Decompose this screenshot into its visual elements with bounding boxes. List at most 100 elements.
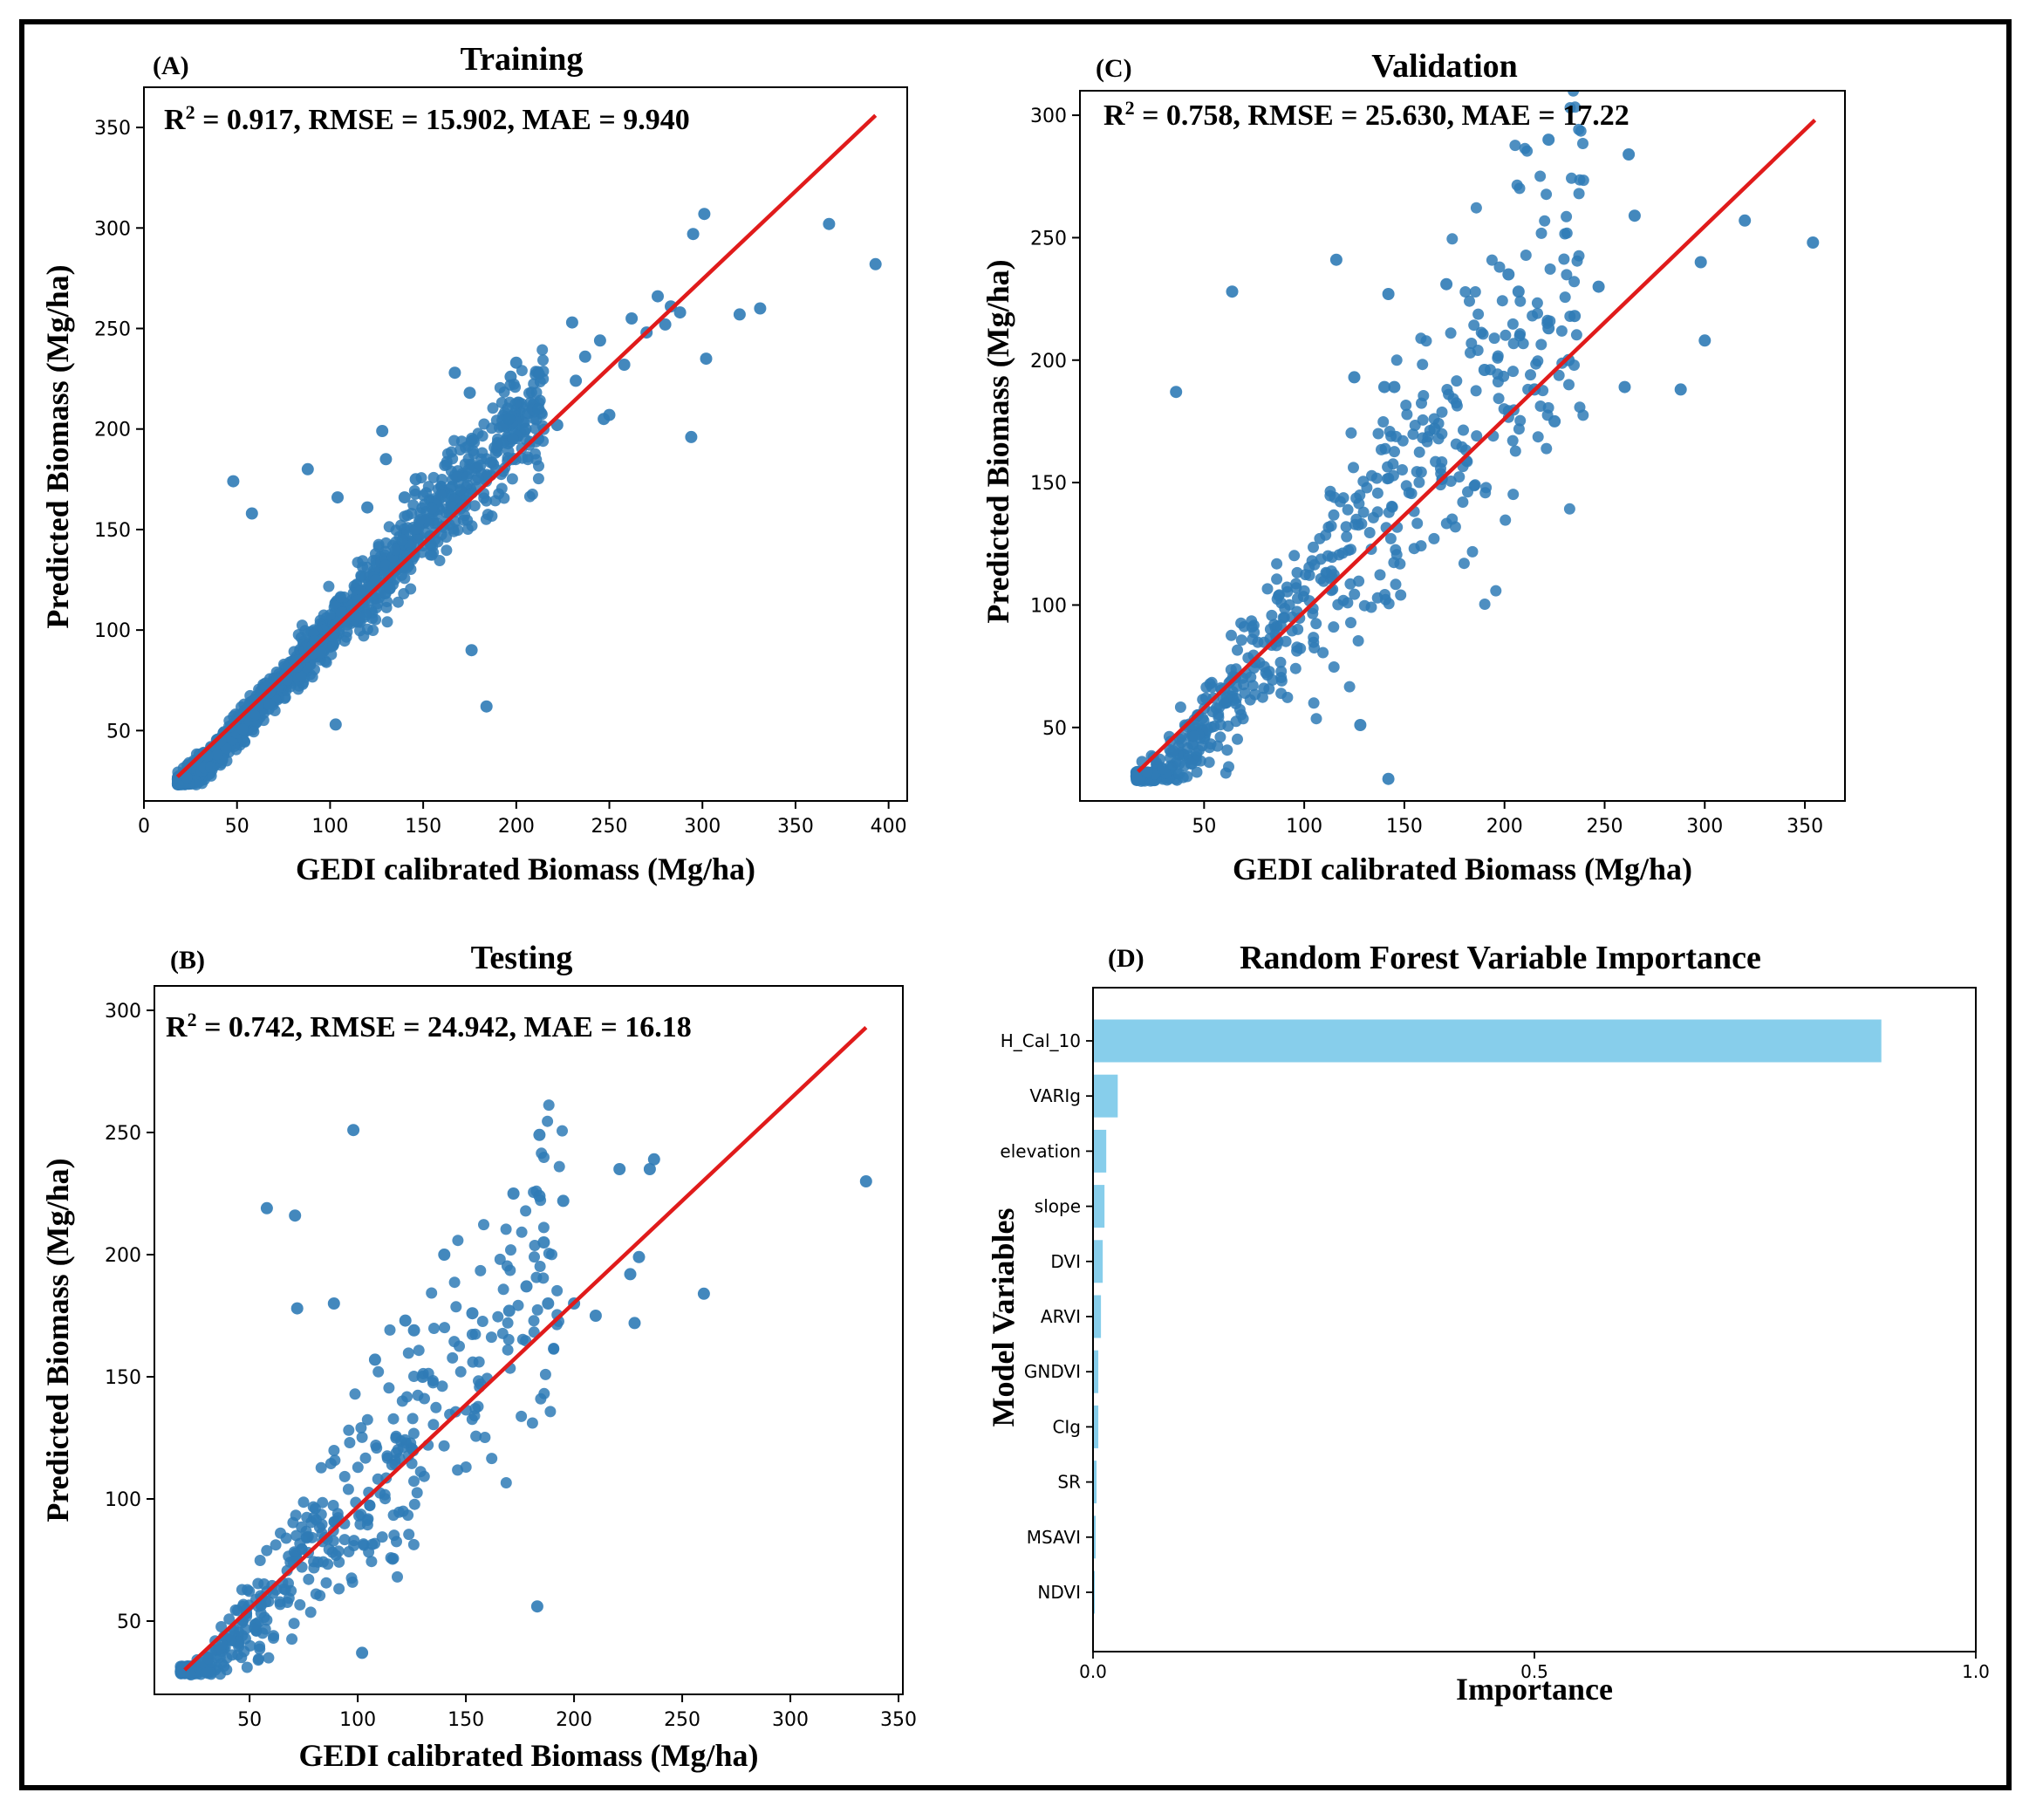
- scatter-point: [1618, 380, 1631, 393]
- scatter-point: [263, 699, 276, 711]
- scatter-point: [241, 1661, 253, 1673]
- scatter-point: [532, 473, 544, 485]
- scatter-point: [379, 1488, 391, 1501]
- scatter-point: [243, 1585, 256, 1598]
- x-axis-label: GEDI calibrated Biomass (Mg/ha): [299, 1738, 759, 1773]
- scatter-point: [288, 1618, 300, 1630]
- scatter-point: [1235, 634, 1247, 647]
- x-tick-label: 0: [138, 816, 150, 838]
- y-tick-label: 250: [94, 319, 131, 341]
- scatter-point: [532, 402, 545, 415]
- scatter-point: [461, 471, 473, 482]
- scatter-point: [1266, 609, 1278, 621]
- scatter-point: [1334, 496, 1346, 508]
- scatter-point: [1500, 514, 1512, 526]
- fit-line: [183, 1025, 868, 1672]
- scatter-point: [529, 1240, 541, 1251]
- x-tick-label: 300: [684, 816, 721, 838]
- scatter-point: [1507, 366, 1519, 378]
- scatter-point: [344, 1437, 356, 1448]
- scatter-point: [454, 483, 467, 496]
- scatter-point: [530, 1600, 543, 1613]
- scatter-point: [485, 1331, 497, 1344]
- scatter-point: [457, 514, 469, 526]
- scatter-point: [520, 1205, 532, 1217]
- scatter-point: [412, 1389, 424, 1401]
- scatter-point: [1372, 428, 1384, 440]
- scatter-point: [494, 1253, 506, 1265]
- scatter-point: [438, 1440, 450, 1452]
- y-tick-label: 50: [117, 1611, 141, 1633]
- scatter-point: [542, 1297, 555, 1310]
- scatter-point: [352, 557, 364, 569]
- scatter-point: [1445, 476, 1457, 487]
- scatter-point: [325, 1458, 337, 1469]
- y-axis-label: Predicted Biomass (Mg/ha): [40, 264, 75, 628]
- scatter-point: [469, 1403, 482, 1414]
- scatter-point: [1232, 644, 1243, 656]
- metric-values: = 0.758, RMSE = 25.630, MAE = 17.22: [1135, 99, 1629, 132]
- y-tick-label: 100: [1030, 595, 1067, 617]
- scatter-point: [463, 387, 476, 400]
- scatter-point: [334, 591, 346, 603]
- scatter-point: [1348, 462, 1359, 474]
- scatter-point: [254, 1643, 266, 1655]
- scatter-point: [536, 344, 549, 356]
- bar-dvi: [1093, 1240, 1103, 1283]
- scatter-point: [516, 1333, 529, 1345]
- scatter-point: [1534, 400, 1547, 412]
- scatter-point: [1306, 555, 1318, 567]
- scatter-point: [1340, 521, 1352, 533]
- scatter-point: [349, 1388, 361, 1400]
- scatter-point: [1542, 322, 1555, 335]
- scatter-point: [292, 629, 304, 640]
- scatter-point: [1400, 400, 1412, 411]
- scatter-point: [1507, 489, 1520, 501]
- bar-ndvi: [1093, 1570, 1096, 1614]
- bar-msavi: [1093, 1516, 1097, 1559]
- scatter-point: [327, 1500, 339, 1511]
- category-label: slope: [1035, 1196, 1081, 1217]
- scatter-point: [1445, 327, 1457, 339]
- scatter-point: [361, 1515, 373, 1526]
- y-tick-label: 200: [1030, 351, 1067, 373]
- bar-elevation: [1093, 1129, 1107, 1173]
- scatter-point: [388, 1529, 400, 1542]
- scatter-point: [409, 473, 422, 486]
- scatter-point: [358, 1539, 370, 1551]
- panel-b: 50 100 150 200 250 300 350 50 100 150 200 250 300 (B)…: [40, 940, 917, 1773]
- x-tick-label: 50: [225, 816, 249, 838]
- x-tick-label: 50: [1192, 816, 1216, 838]
- scatter-point: [354, 625, 366, 637]
- scatter-point: [434, 489, 447, 501]
- scatter-point: [1562, 353, 1575, 366]
- scatter-point: [1513, 182, 1526, 195]
- scatter-point: [480, 700, 493, 713]
- scatter-point: [1185, 757, 1197, 770]
- panel-d: H_Cal_10 VARIg elevation slope DVI ARVI GNDVI C…: [986, 940, 1990, 1707]
- panel-label: (B): [170, 946, 205, 975]
- scatter-point: [1336, 547, 1349, 559]
- x-tick-label: 50: [237, 1709, 262, 1731]
- scatter-point: [441, 459, 453, 471]
- chart-title: Validation: [1371, 48, 1518, 85]
- scatter-point: [1490, 585, 1502, 597]
- scatter-point: [1573, 250, 1585, 262]
- scatter-point: [665, 300, 677, 313]
- scatter-point: [408, 485, 420, 496]
- scatter-point: [1248, 626, 1261, 639]
- x-tick-label: 0.0: [1079, 1661, 1107, 1682]
- scatter-point: [301, 462, 314, 476]
- scatter-point: [502, 1344, 514, 1356]
- scatter-point: [283, 1592, 295, 1604]
- scatter-point: [1273, 590, 1285, 602]
- scatter-point: [438, 1249, 451, 1261]
- scatter-point: [396, 534, 408, 546]
- scatter-point: [1328, 509, 1340, 521]
- panel-c: 50 100 150 200 250 300 350 50 100 150 200 250 300 (C)…: [980, 48, 1846, 886]
- scatter-point: [268, 1630, 280, 1642]
- scatter-point: [565, 316, 578, 329]
- scatter-point: [369, 574, 381, 586]
- scatter-point: [1535, 227, 1547, 239]
- scatter-point: [1379, 442, 1391, 455]
